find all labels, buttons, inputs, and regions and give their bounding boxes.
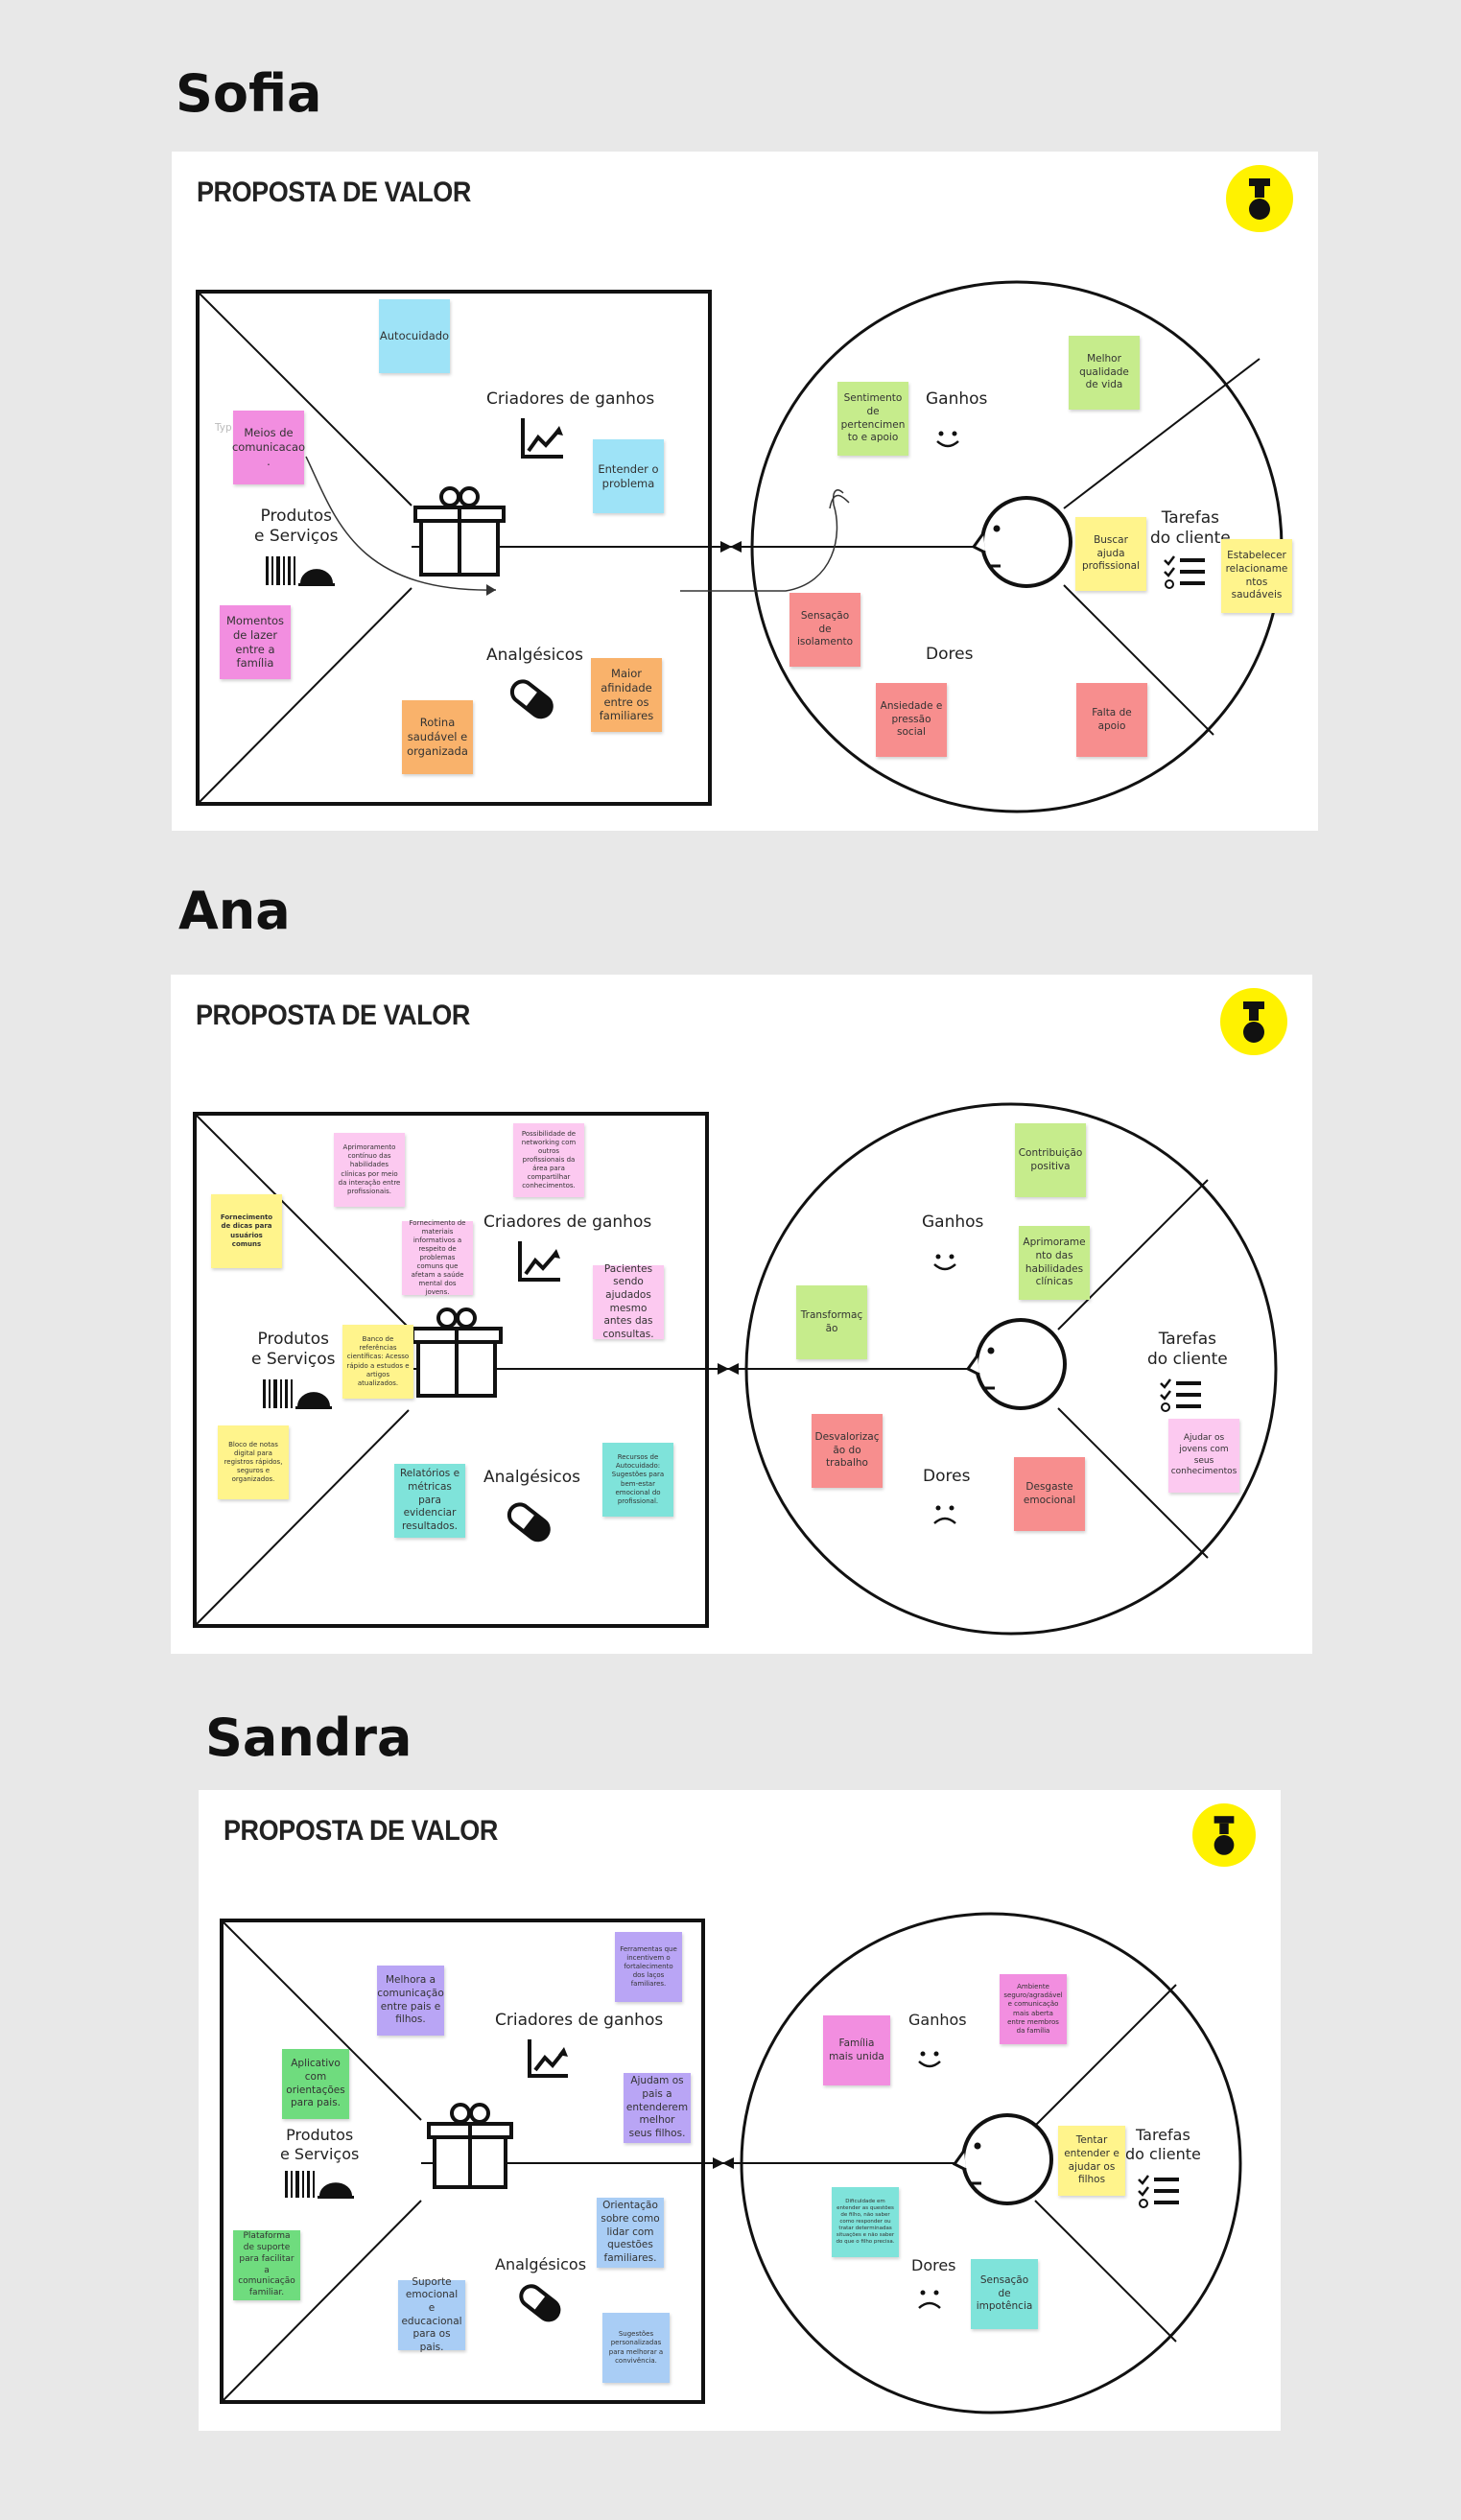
chart-up-icon: [518, 1241, 560, 1282]
canvas-lines: [193, 1102, 1278, 1636]
sticky-note[interactable]: Recursos de Autocuidado: Sugestões para …: [602, 1443, 673, 1517]
label-criadores-de-ganhos: Criadores de ganhos: [495, 2011, 664, 2030]
sticky-note[interactable]: Maior afinidade entre os familiares: [591, 658, 662, 732]
sticky-note[interactable]: Suporte emocional e educacional para os …: [398, 2276, 465, 2353]
label-ganhos: Ganhos: [922, 1213, 984, 1232]
sticky-note[interactable]: Aplicativo com orientações para pais.: [282, 2049, 349, 2119]
sticky-note[interactable]: Aprimorame nto das habilidades clínicas: [1019, 1226, 1090, 1300]
strategyzer-logo: [1226, 165, 1293, 232]
smile-icon: [918, 2051, 941, 2068]
sticky-note[interactable]: Possibilidade de networking com outros p…: [513, 1123, 584, 1197]
strategyzer-logo: [1192, 1803, 1256, 1867]
sticky-note[interactable]: Aprimoramento contínuo das habilidades c…: [334, 1133, 405, 1207]
label-tarefas-do-cliente: Tarefas do cliente: [1150, 508, 1231, 549]
value-proposition-board: PROPOSTA DE VALOR: [199, 1790, 1281, 2431]
sticky-note[interactable]: Entender o problema: [593, 439, 664, 513]
sticky-note[interactable]: Desvalorizaç ão do trabalho: [812, 1414, 883, 1488]
persona-name: Sandra: [205, 1707, 412, 1768]
label-analgesicos: Analgésicos: [486, 646, 583, 665]
sticky-note[interactable]: Rotina saudável e organizada: [402, 700, 473, 774]
board-title: PROPOSTA DE VALOR: [224, 1815, 498, 1847]
label-analgesicos: Analgésicos: [483, 1468, 580, 1487]
sticky-note[interactable]: Ajudam os pais a entenderem melhor seus …: [624, 2073, 691, 2143]
persona-name: Ana: [178, 881, 291, 941]
value-proposition-board: PROPOSTA DE VALOR: [171, 975, 1312, 1654]
barcode-service-icon: [263, 1379, 332, 1409]
canvas-lines: [220, 1912, 1242, 2414]
sticky-note[interactable]: Sensação de impotência: [971, 2259, 1038, 2329]
label-ganhos: Ganhos: [926, 389, 988, 409]
gift-icon: [411, 1307, 503, 1398]
sticky-note[interactable]: Transformaç ão: [796, 1285, 867, 1359]
sticky-note[interactable]: Momentos de lazer entre a família: [220, 605, 291, 679]
pill-icon: [509, 679, 554, 719]
gift-icon: [427, 2103, 513, 2189]
sticky-note[interactable]: Melhora a comunicação entre pais e filho…: [377, 1966, 444, 2036]
sticky-note[interactable]: Bloco de notas digital para registros rá…: [218, 1425, 289, 1499]
label-produtos-servicos: Produtos e Serviços: [254, 506, 339, 547]
typed-text-fragment: Typ: [215, 422, 232, 434]
board-title: PROPOSTA DE VALOR: [196, 1000, 470, 1031]
sticky-note[interactable]: Sentimento de pertencimen to e apoio: [837, 382, 908, 456]
gift-icon: [413, 486, 506, 577]
sticky-note[interactable]: Falta de apoio: [1076, 683, 1147, 757]
strategyzer-logo: [1220, 988, 1287, 1055]
smile-icon: [933, 1254, 956, 1271]
sticky-note[interactable]: Ferramentas que incentivem o fortalecime…: [615, 1932, 682, 2002]
value-proposition-board: PROPOSTA DE VALOR: [172, 152, 1318, 831]
label-tarefas-do-cliente: Tarefas do cliente: [1125, 2126, 1201, 2163]
sticky-note[interactable]: Sugestões personalizadas para melhorar a…: [602, 2313, 670, 2383]
sticky-note[interactable]: Ajudar os jovens com seus conhecimentos: [1168, 1419, 1239, 1493]
sticky-note[interactable]: Sensação de isolamento: [789, 593, 860, 667]
sticky-note[interactable]: Melhor qualidade de vida: [1069, 336, 1140, 410]
sticky-note[interactable]: Autocuidado: [379, 299, 450, 373]
label-produtos-servicos: Produtos e Serviços: [280, 2126, 360, 2163]
label-produtos-servicos: Produtos e Serviços: [251, 1330, 336, 1370]
sticky-note[interactable]: Ambiente seguro/agradável e comunicação …: [1000, 1974, 1067, 2044]
sticky-note[interactable]: Buscar ajuda profissional: [1075, 517, 1146, 591]
barcode-service-icon: [266, 556, 335, 586]
label-ganhos: Ganhos: [908, 2011, 967, 2029]
sticky-note[interactable]: Tentar entender e ajudar os filhos: [1058, 2126, 1125, 2196]
label-dores: Dores: [911, 2256, 956, 2274]
board-title: PROPOSTA DE VALOR: [197, 177, 471, 208]
sticky-note[interactable]: Desgaste emocional: [1014, 1457, 1085, 1531]
checklist-icon: [1138, 2175, 1179, 2208]
pill-icon: [519, 2284, 561, 2322]
sticky-note[interactable]: Plataforma de suporte para facilitar a c…: [233, 2230, 300, 2300]
sticky-note[interactable]: Dificuldade em entender as questões de f…: [832, 2187, 899, 2257]
sticky-note[interactable]: Fornecimento de dicas para usuários comu…: [211, 1194, 282, 1268]
label-criadores-de-ganhos: Criadores de ganhos: [483, 1213, 652, 1232]
sticky-note[interactable]: Banco de referências científicas: Acesso…: [342, 1325, 413, 1399]
label-criadores-de-ganhos: Criadores de ganhos: [486, 389, 655, 409]
frown-icon: [933, 1505, 956, 1524]
smile-icon: [936, 431, 959, 448]
sticky-note[interactable]: Estabelecer relacioname ntos saudáveis: [1221, 539, 1292, 613]
label-dores: Dores: [926, 645, 974, 664]
sticky-note[interactable]: Pacientes sendo ajudados mesmo antes das…: [593, 1263, 664, 1340]
label-dores: Dores: [923, 1467, 971, 1486]
sticky-note[interactable]: Contribuição positiva: [1015, 1123, 1086, 1197]
chart-up-icon: [521, 418, 563, 459]
barcode-service-icon: [285, 2171, 354, 2199]
pill-icon: [507, 1502, 551, 1543]
checklist-icon: [1160, 1378, 1201, 1412]
canvas-lines: [196, 280, 1284, 813]
sticky-note[interactable]: Orientação sobre como lidar com questões…: [597, 2198, 664, 2268]
sticky-note[interactable]: Fornecimento de materiais informativos a…: [402, 1219, 473, 1296]
sticky-note[interactable]: Relatórios e métricas para evidenciar re…: [394, 1464, 465, 1538]
checklist-icon: [1164, 555, 1205, 589]
sticky-note[interactable]: Família mais unida: [823, 2015, 890, 2085]
frown-icon: [918, 2290, 941, 2309]
label-tarefas-do-cliente: Tarefas do cliente: [1147, 1330, 1228, 1370]
chart-up-icon: [528, 2039, 568, 2078]
sticky-note[interactable]: Ansiedade e pressão social: [876, 683, 947, 757]
label-analgesicos: Analgésicos: [495, 2255, 587, 2273]
persona-name: Sofia: [176, 63, 322, 124]
sticky-note[interactable]: Meios de comunicacao .: [232, 411, 305, 484]
